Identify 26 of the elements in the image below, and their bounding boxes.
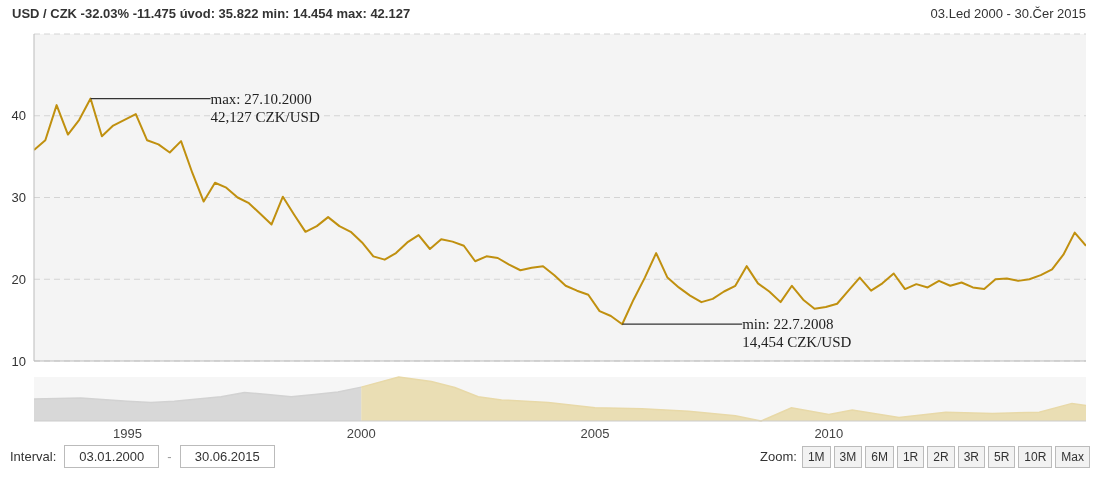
y-tick-label: 40 xyxy=(11,108,26,124)
x-tick-label: 1995 xyxy=(113,426,142,442)
text: 3R xyxy=(957,445,985,468)
text: 5R xyxy=(987,445,1016,468)
x-tick-label: 2000 xyxy=(346,426,376,442)
text: 1R xyxy=(896,445,925,468)
text: 03.01.2000 xyxy=(64,445,160,468)
annotation: max: 27.10.2000 42,127 CZK/USD xyxy=(210,90,320,125)
text: 2R xyxy=(927,445,955,468)
annotation: min: 22.7.2008 14,454 CZK/USD xyxy=(742,316,852,351)
text: Interval: xyxy=(10,449,57,464)
y-tick-label: 20 xyxy=(11,271,26,287)
text: 3M xyxy=(833,445,863,468)
x-tick-label: 2010 xyxy=(814,426,844,442)
text: 1M xyxy=(801,445,831,468)
text: 6M xyxy=(865,445,894,468)
text: Zoom: xyxy=(760,449,797,464)
x-tick-label: 2005 xyxy=(580,426,610,442)
y-tick-label: 10 xyxy=(11,353,26,369)
text: - xyxy=(167,449,172,464)
y-tick-label: 30 xyxy=(11,190,26,206)
text: Max xyxy=(1055,445,1090,468)
text: 30.06.2015 xyxy=(179,445,275,468)
chart-title: USD / CZK -32.03% -11.475 úvod: 35.822 min: 14.454 max: 42.127 xyxy=(12,6,411,23)
chart-subtitle: 03.Led 2000 - 30.Čer 2015 xyxy=(930,6,1086,23)
text: 10R xyxy=(1018,445,1053,468)
